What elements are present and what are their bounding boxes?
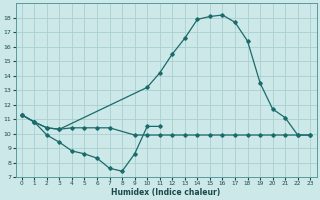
X-axis label: Humidex (Indice chaleur): Humidex (Indice chaleur) [111, 188, 221, 197]
